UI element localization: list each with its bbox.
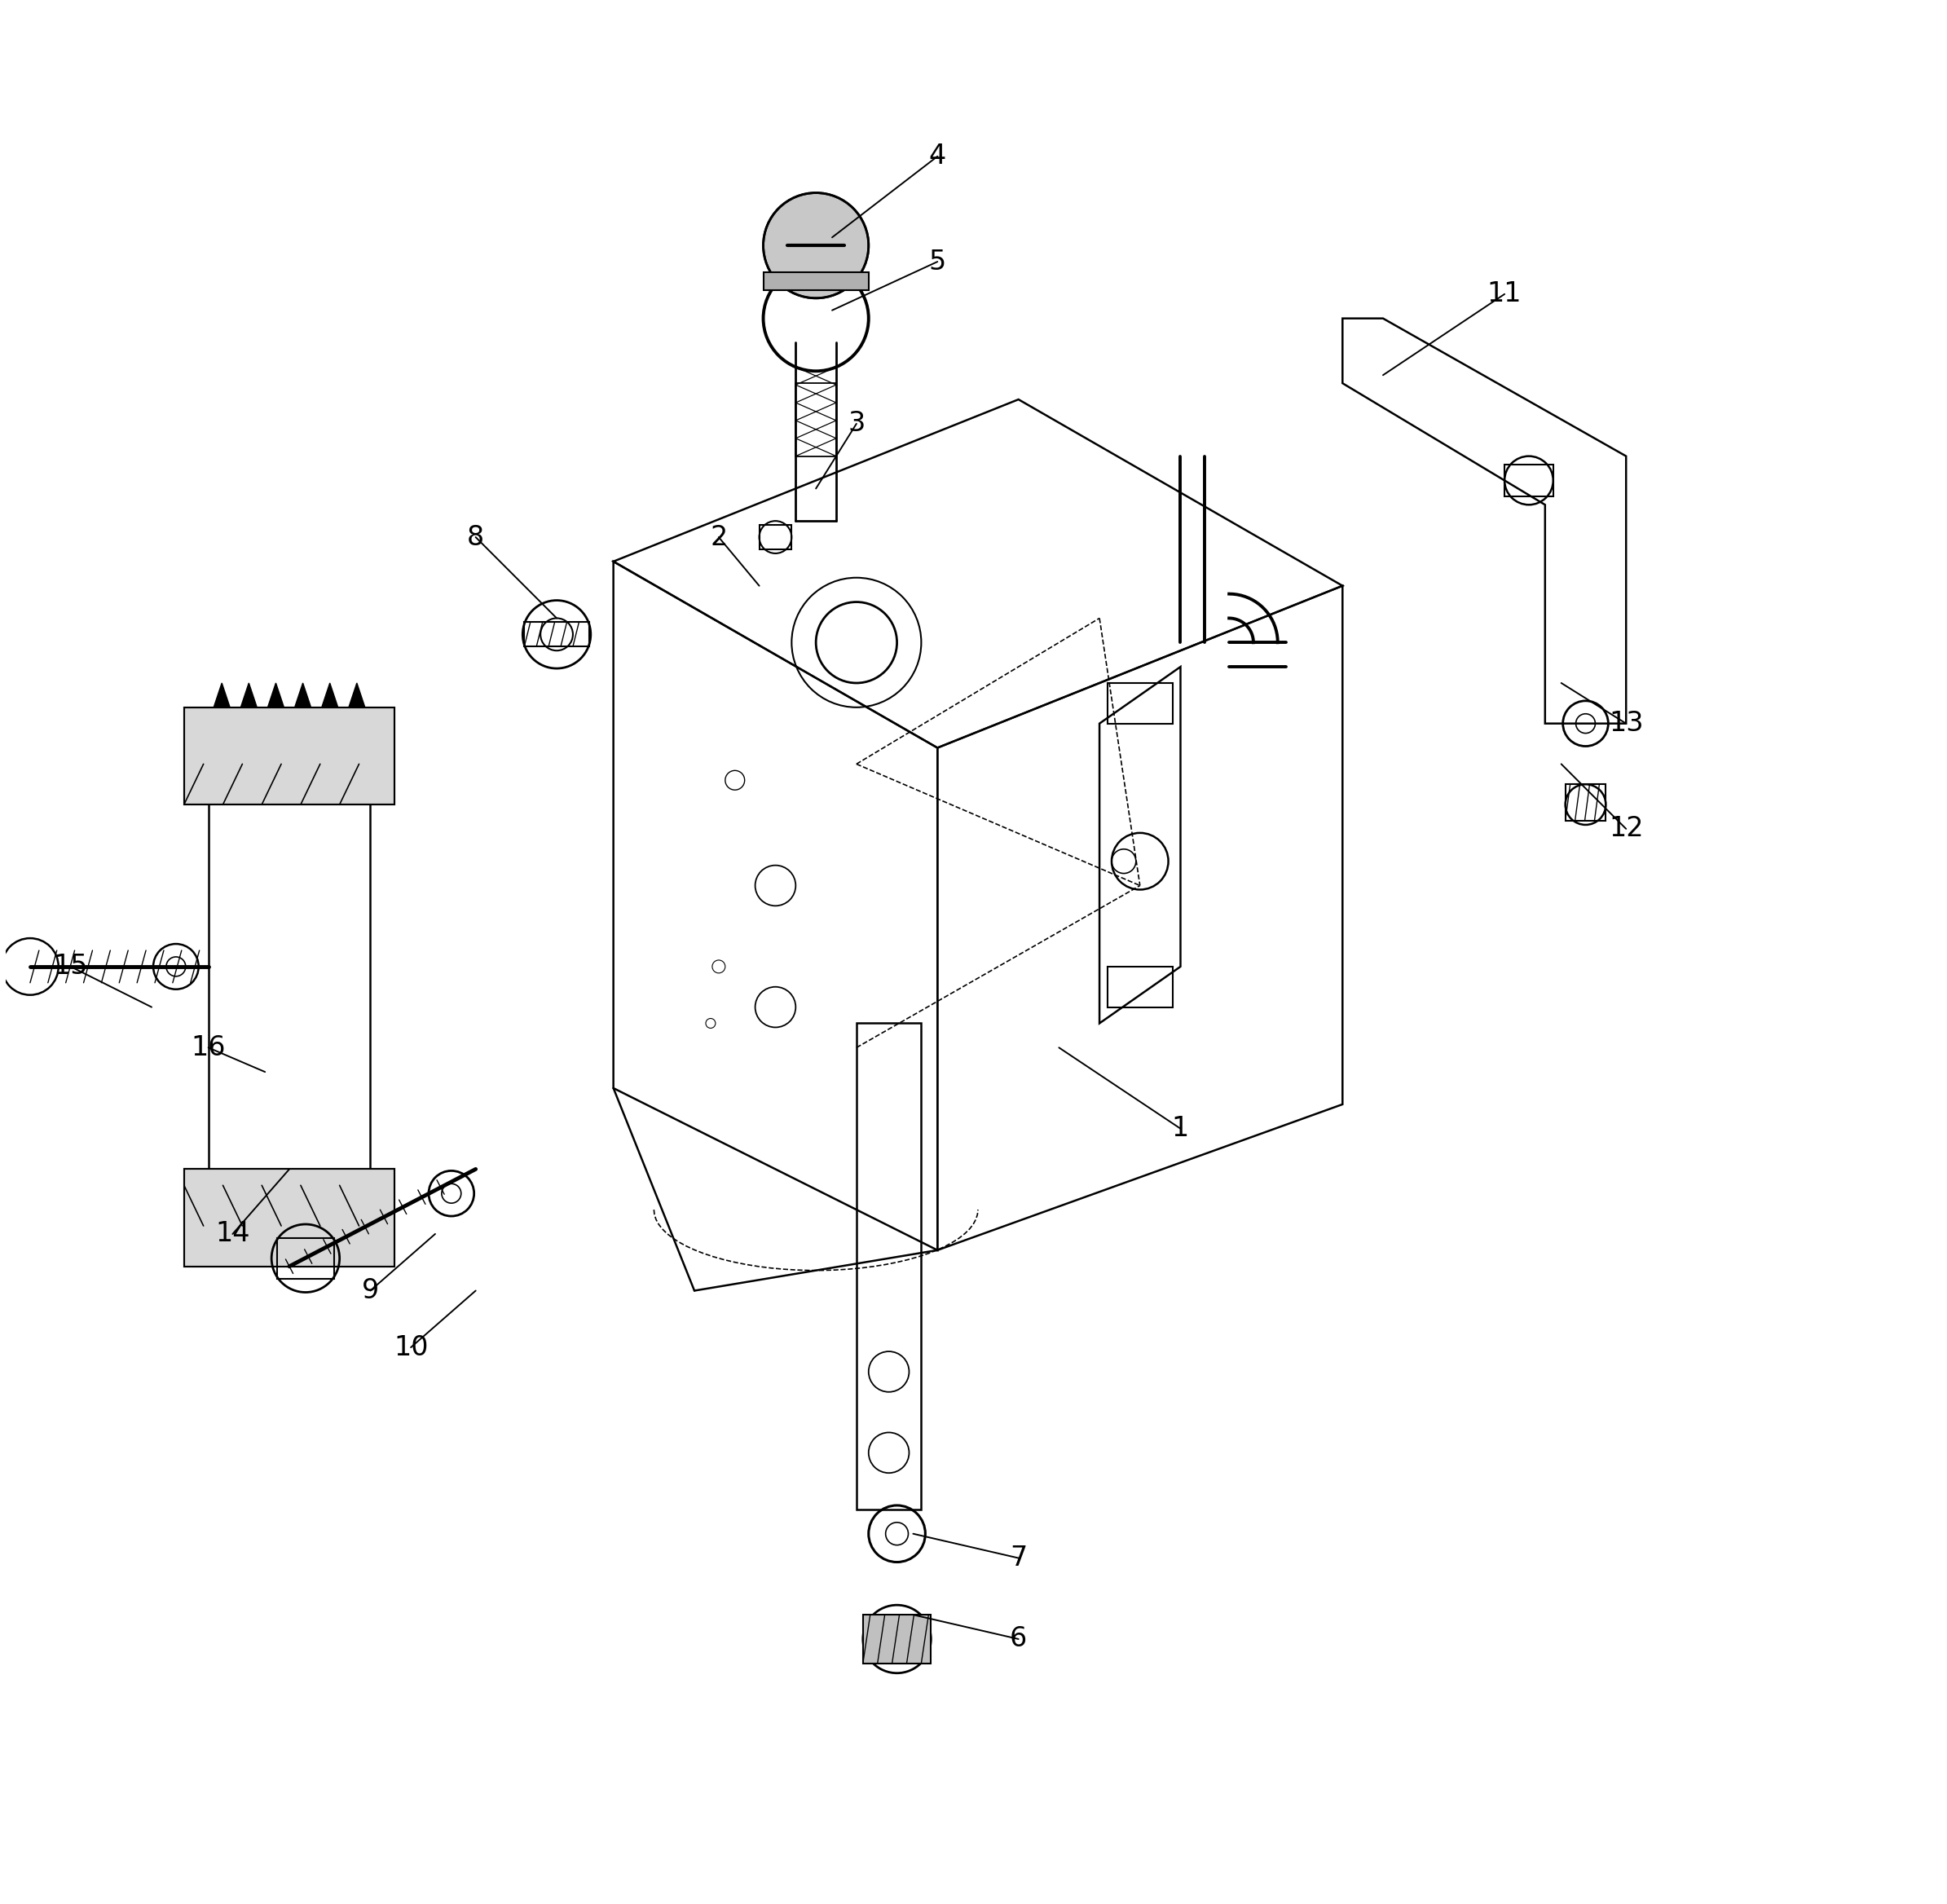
Bar bbox=[1505, 465, 1554, 497]
Text: 3: 3 bbox=[847, 409, 864, 438]
Bar bbox=[1565, 784, 1606, 821]
Polygon shape bbox=[343, 684, 370, 724]
Text: 9: 9 bbox=[362, 1278, 380, 1304]
Polygon shape bbox=[208, 684, 236, 724]
Bar bbox=[1108, 967, 1172, 1007]
Polygon shape bbox=[315, 1169, 343, 1209]
Polygon shape bbox=[290, 684, 315, 724]
Text: 10: 10 bbox=[393, 1335, 428, 1361]
Text: 2: 2 bbox=[711, 524, 728, 550]
Polygon shape bbox=[263, 684, 290, 724]
Bar bbox=[185, 706, 395, 805]
Text: 14: 14 bbox=[216, 1220, 249, 1247]
Bar bbox=[763, 272, 868, 289]
Bar bbox=[185, 706, 395, 805]
Circle shape bbox=[763, 192, 868, 299]
Bar bbox=[185, 1169, 395, 1266]
Text: 12: 12 bbox=[1608, 815, 1643, 842]
Bar bbox=[796, 383, 835, 457]
Polygon shape bbox=[263, 1169, 290, 1209]
Polygon shape bbox=[290, 1169, 315, 1209]
Text: 16: 16 bbox=[191, 1034, 226, 1061]
Bar bbox=[759, 526, 792, 550]
Bar bbox=[185, 1169, 395, 1266]
Text: 8: 8 bbox=[467, 524, 485, 550]
Bar bbox=[276, 1238, 333, 1278]
Bar bbox=[208, 724, 370, 1169]
Text: 6: 6 bbox=[1010, 1626, 1028, 1653]
Polygon shape bbox=[208, 1169, 236, 1209]
Text: 1: 1 bbox=[1172, 1116, 1190, 1142]
Polygon shape bbox=[343, 1169, 370, 1209]
Text: 11: 11 bbox=[1488, 280, 1523, 308]
Text: 4: 4 bbox=[929, 143, 946, 169]
Text: 7: 7 bbox=[1010, 1544, 1028, 1571]
Polygon shape bbox=[236, 1169, 263, 1209]
Text: 15: 15 bbox=[53, 954, 88, 981]
Text: 13: 13 bbox=[1608, 710, 1643, 737]
Bar bbox=[1108, 684, 1172, 724]
Bar bbox=[857, 1022, 921, 1510]
Bar bbox=[524, 623, 590, 647]
Polygon shape bbox=[315, 684, 343, 724]
Bar bbox=[863, 1615, 931, 1664]
Text: 5: 5 bbox=[929, 248, 946, 276]
Polygon shape bbox=[236, 684, 263, 724]
